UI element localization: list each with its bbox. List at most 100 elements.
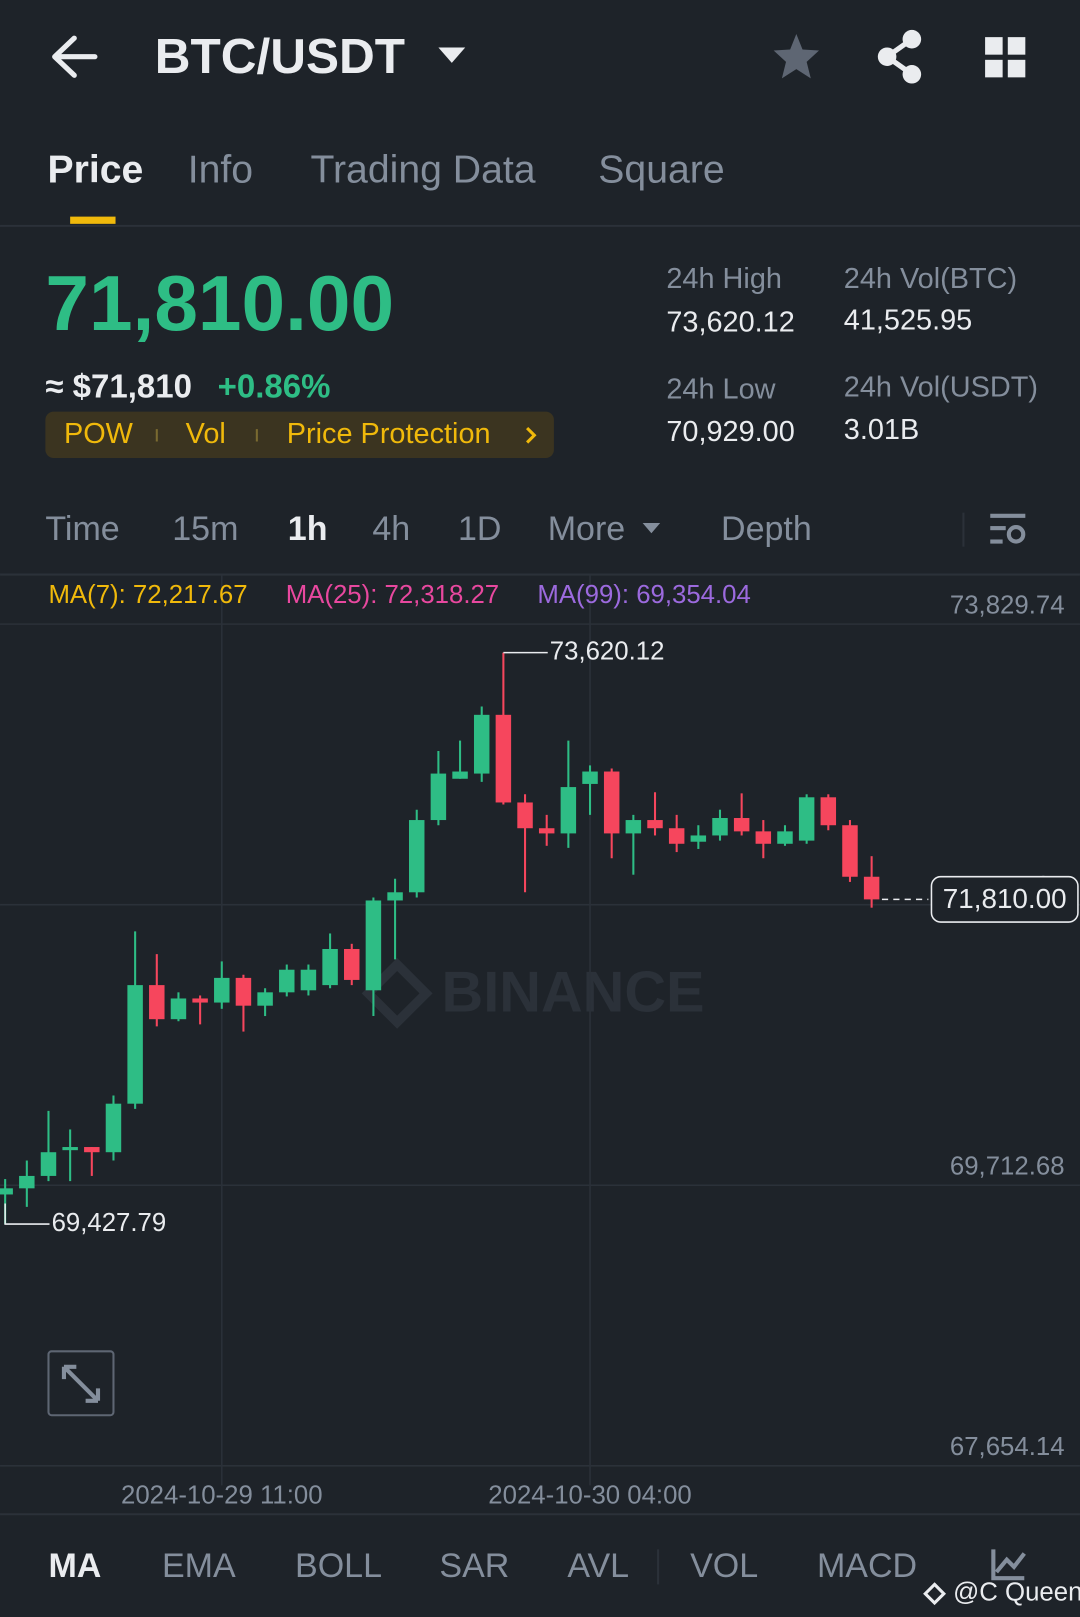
price-change: +0.86% xyxy=(218,368,331,405)
candle-body xyxy=(84,1147,100,1153)
interval[interactable]: Depth xyxy=(721,510,812,548)
tab-indicator xyxy=(70,216,116,224)
back-button[interactable] xyxy=(52,35,98,78)
candle-body xyxy=(300,969,317,991)
tag[interactable]: POW xyxy=(64,418,134,450)
candle-body xyxy=(517,802,533,829)
more-dropdown[interactable] xyxy=(642,522,661,534)
expand-icon xyxy=(61,1364,101,1403)
interval[interactable]: 4h xyxy=(372,510,410,548)
candle-body xyxy=(863,876,880,900)
candle-body xyxy=(733,818,750,832)
y-tick-label: 67,654.14 xyxy=(950,1433,1065,1461)
last-price: 71,810.00 xyxy=(45,259,394,347)
candle-body xyxy=(495,714,512,803)
expand-button[interactable] xyxy=(47,1350,115,1417)
candle-body xyxy=(257,992,273,1006)
candle-body xyxy=(473,714,490,774)
candle-body xyxy=(62,1147,78,1151)
stat-value: 41,525.95 xyxy=(844,304,972,336)
tag[interactable]: Vol xyxy=(186,418,226,450)
watermark-text: BINANCE xyxy=(441,961,704,1025)
share-button[interactable] xyxy=(877,29,922,84)
candle-body xyxy=(603,771,620,834)
candle-body xyxy=(279,969,295,993)
stat-label: 24h Low xyxy=(666,374,775,406)
stat-value: 73,620.12 xyxy=(666,307,794,339)
annotation-line xyxy=(4,1203,50,1225)
watermark: BINANCE xyxy=(361,957,705,1029)
candle-body xyxy=(842,825,858,877)
tab[interactable]: Square xyxy=(598,149,724,192)
legend-entry: MA(99): 69,354.04 xyxy=(537,581,750,609)
tab[interactable]: Info xyxy=(188,149,253,192)
stat-label: 24h Vol(BTC) xyxy=(844,263,1017,295)
candle-body xyxy=(582,771,598,784)
candle-body xyxy=(192,998,208,1003)
indicator-settings[interactable] xyxy=(991,1549,1026,1581)
tag[interactable]: Price Protection xyxy=(287,418,491,450)
interval[interactable]: 1h xyxy=(288,510,328,548)
last-price-box xyxy=(930,875,1079,923)
indicator[interactable]: BOLL xyxy=(295,1547,382,1585)
candle-body xyxy=(0,1188,13,1195)
price-usd: ≈ $71,810 xyxy=(45,368,192,405)
interval[interactable]: Time xyxy=(45,510,119,548)
indicator[interactable]: SAR xyxy=(439,1547,509,1585)
indicator[interactable]: AVL xyxy=(567,1547,629,1585)
pair-dropdown[interactable] xyxy=(438,47,466,63)
candle-body xyxy=(560,787,577,834)
credit: @C Queen xyxy=(953,1579,1080,1607)
interval[interactable]: More xyxy=(548,510,626,548)
candle-body xyxy=(344,948,360,980)
low-annotation: 69,427.79 xyxy=(52,1209,167,1237)
candle-body xyxy=(798,797,815,841)
last-price-label: 71,810.00 xyxy=(943,883,1067,914)
y-tick-label: 69,712.68 xyxy=(950,1153,1065,1181)
candle-body xyxy=(668,828,685,844)
tag-bar[interactable] xyxy=(45,411,554,458)
interval[interactable]: 15m xyxy=(172,510,238,548)
candle-body xyxy=(214,977,230,1003)
candle-body xyxy=(452,771,468,779)
candle-body xyxy=(777,831,793,844)
stat-label: 24h High xyxy=(666,263,782,295)
tab[interactable]: Trading Data xyxy=(310,149,535,192)
interval[interactable]: 1D xyxy=(458,510,501,548)
candle-body xyxy=(755,831,772,844)
indicator[interactable]: MACD xyxy=(817,1547,917,1585)
candle-body xyxy=(647,820,663,829)
candle-body xyxy=(365,900,382,991)
credit-icon xyxy=(923,1582,947,1606)
candle-body xyxy=(408,820,425,893)
candle-body xyxy=(105,1103,122,1153)
chart-settings[interactable] xyxy=(990,513,1026,544)
candle-body xyxy=(235,977,252,1006)
stat-value: 3.01B xyxy=(844,414,919,446)
candle-body xyxy=(712,818,728,836)
indicator[interactable]: MA xyxy=(48,1547,101,1585)
candle-body xyxy=(538,828,555,834)
indicator[interactable]: VOL xyxy=(690,1547,758,1585)
indicator[interactable]: EMA xyxy=(162,1547,236,1585)
candle-body xyxy=(40,1152,57,1176)
legend-entry: MA(7): 72,217.67 xyxy=(48,581,247,609)
candle-body xyxy=(149,985,165,1020)
legend-entry: MA(25): 72,318.27 xyxy=(286,581,499,609)
pair-title[interactable]: BTC/USDT xyxy=(155,29,405,84)
candle-body xyxy=(820,797,837,826)
favorite-star[interactable] xyxy=(773,34,820,79)
tab[interactable]: Price xyxy=(47,149,143,192)
stat-label: 24h Vol(USDT) xyxy=(844,372,1038,404)
candle-body xyxy=(690,835,707,842)
candle-body xyxy=(170,998,187,1020)
menu-grid[interactable] xyxy=(985,37,1026,78)
x-tick-label: 2024-10-30 04:00 xyxy=(488,1482,691,1510)
y-tick-label: 73,829.74 xyxy=(950,591,1065,619)
stat-value: 70,929.00 xyxy=(666,416,794,448)
candle-body xyxy=(322,948,338,986)
candle-body xyxy=(430,773,447,821)
x-tick-label: 2024-10-29 11:00 xyxy=(121,1482,323,1510)
